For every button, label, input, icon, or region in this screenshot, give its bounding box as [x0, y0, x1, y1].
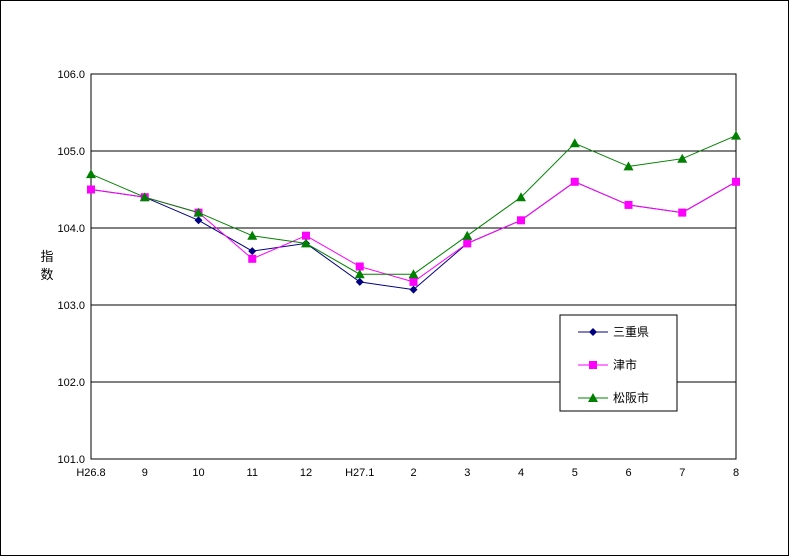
- data-point: [624, 200, 633, 209]
- data-point: [193, 207, 204, 217]
- x-tick-label: 10: [192, 467, 204, 479]
- data-point: [409, 277, 418, 286]
- data-point: [516, 192, 526, 202]
- x-tick-label: 12: [300, 467, 312, 479]
- data-point: [248, 247, 257, 256]
- data-point: [732, 177, 740, 186]
- data-point: [247, 230, 258, 240]
- data-point: [86, 169, 96, 179]
- x-tick-label: 4: [518, 467, 524, 479]
- data-point: [248, 254, 257, 263]
- data-point: [589, 361, 597, 369]
- data-point: [731, 130, 741, 140]
- series-group: [86, 130, 741, 294]
- data-point: [355, 277, 364, 286]
- x-tick-label: 2: [410, 467, 416, 479]
- data-point: [139, 192, 150, 202]
- data-point: [354, 269, 365, 279]
- data-point: [517, 216, 525, 225]
- data-point: [301, 238, 311, 248]
- x-tick-label: 8: [733, 467, 739, 479]
- y-axis-label-char: 数: [40, 268, 53, 283]
- data-point: [589, 328, 597, 336]
- y-axis-label: 指数: [40, 250, 53, 283]
- data-point: [623, 161, 634, 171]
- x-tick-label: 9: [142, 467, 148, 479]
- legend-label: 松阪市: [613, 390, 649, 405]
- data-point: [569, 138, 580, 148]
- data-point: [462, 230, 473, 240]
- x-tick-label: 3: [464, 467, 470, 479]
- legend-label: 三重県: [613, 325, 649, 339]
- y-tick-label: 103.0: [57, 300, 85, 312]
- x-tick-label: H26.8: [76, 467, 105, 479]
- y-tick-label: 104.0: [57, 223, 85, 235]
- x-tick-label: 11: [247, 467, 258, 479]
- data-point: [588, 393, 598, 402]
- x-tick-label: 5: [572, 467, 578, 479]
- x-tick-label: H27.1: [345, 467, 374, 479]
- series-triangle: [86, 130, 741, 279]
- data-point: [408, 269, 419, 279]
- x-tick-label: 7: [679, 467, 685, 479]
- data-point: [678, 208, 687, 217]
- y-axis-ticks: 101.0 102.0 103.0 104.0 105.0 106.0: [57, 69, 85, 466]
- data-point: [570, 177, 579, 186]
- data-point: [355, 262, 364, 271]
- legend-label: 津市: [613, 357, 637, 372]
- data-point: [87, 185, 95, 194]
- y-tick-label: 101.0: [57, 454, 85, 466]
- data-point: [677, 153, 688, 163]
- x-tick-label: 6: [625, 467, 631, 479]
- y-axis-label-char: 指: [40, 250, 53, 265]
- y-tick-label: 105.0: [57, 146, 85, 158]
- legend-box: [559, 314, 678, 412]
- data-point: [409, 285, 418, 294]
- y-tick-label: 102.0: [57, 377, 85, 389]
- data-point: [194, 216, 203, 225]
- x-axis-ticks: H26.8 9 10 11 12 H27.1 2 3 4 5 6 7 8: [76, 467, 739, 479]
- data-point: [302, 231, 310, 240]
- data-point: [463, 239, 472, 248]
- y-tick-label: 106.0: [57, 69, 85, 81]
